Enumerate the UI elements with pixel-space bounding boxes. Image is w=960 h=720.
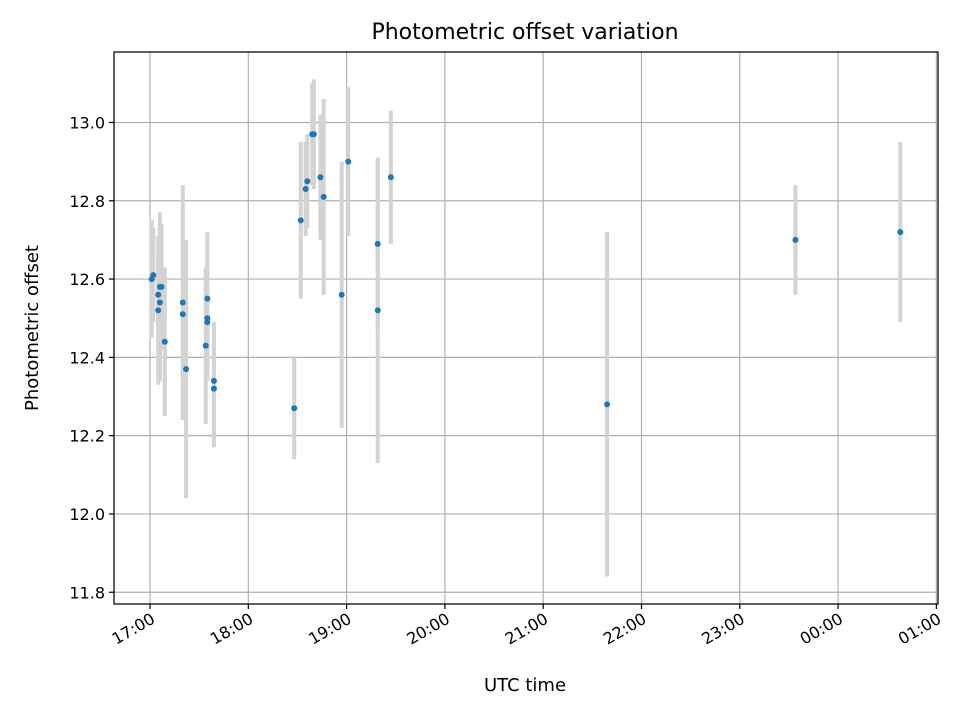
data-point [302, 186, 309, 193]
y-axis-ticks: 11.8 12.0 12.2 12.4 12.6 12.8 13.0 [69, 113, 114, 602]
y-tick-label: 12.6 [69, 270, 105, 289]
x-tick-label: 23:00 [698, 609, 747, 649]
data-point [387, 174, 394, 181]
x-tick-label: 18:00 [207, 609, 256, 649]
x-tick-label: 21:00 [502, 609, 551, 649]
data-point [155, 307, 162, 314]
data-point [310, 131, 317, 138]
x-tick-label: 19:00 [305, 609, 354, 649]
data-point [297, 217, 304, 224]
data-point [317, 174, 324, 181]
data-point [204, 295, 211, 302]
data-point [161, 338, 168, 345]
x-tick-label: 00:00 [797, 609, 846, 649]
plot-frame [113, 51, 939, 605]
data-point [304, 178, 311, 185]
x-tick-label: 20:00 [403, 609, 452, 649]
data-point [156, 299, 163, 306]
x-axis-label: UTC time [484, 675, 566, 696]
y-tick-label: 12.0 [69, 505, 105, 524]
x-axis-ticks: 17:00 18:00 19:00 20:00 21:00 22:00 23:00 00:00… [109, 604, 944, 649]
data-point [155, 291, 162, 298]
data-point [897, 229, 904, 236]
data-points [148, 131, 904, 412]
y-axis-label: Photometric offset [22, 245, 43, 411]
data-point [179, 299, 186, 306]
data-point [158, 283, 165, 290]
y-tick-label: 11.8 [69, 583, 105, 602]
x-tick-label: 01:00 [895, 609, 944, 649]
x-tick-label: 17:00 [109, 609, 158, 649]
data-point [604, 401, 611, 408]
data-point [210, 377, 217, 384]
data-point [374, 307, 381, 314]
data-point [179, 311, 186, 318]
y-tick-label: 12.4 [69, 348, 105, 367]
data-point [338, 291, 345, 298]
data-point [183, 366, 190, 373]
data-point [320, 193, 327, 200]
data-point [792, 236, 799, 243]
y-tick-label: 13.0 [69, 113, 105, 132]
y-tick-label: 12.2 [69, 427, 105, 446]
data-point [291, 405, 298, 412]
data-point [202, 342, 209, 349]
data-point [210, 385, 217, 392]
data-point [204, 319, 211, 326]
data-point [374, 240, 381, 247]
y-tick-label: 12.8 [69, 192, 105, 211]
data-point [345, 158, 352, 165]
chart-title: Photometric offset variation [371, 20, 678, 45]
data-point [150, 272, 157, 279]
grid [114, 52, 938, 604]
error-bars [149, 79, 903, 577]
x-tick-label: 22:00 [600, 609, 649, 649]
